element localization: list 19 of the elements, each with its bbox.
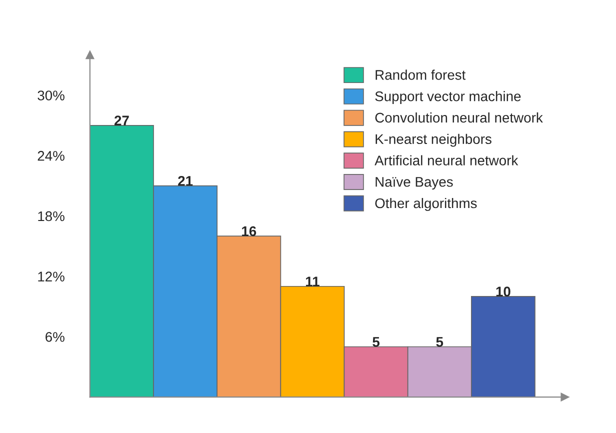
data-label: 16 <box>242 226 256 236</box>
legend-label: Other algorithms <box>375 198 477 211</box>
legend-label: Random forest <box>376 70 466 80</box>
legend-label: K-nearst neighbors <box>376 134 492 147</box>
legend-label: Artificial neural network <box>374 155 518 166</box>
y-tick-label: 6% <box>46 332 64 342</box>
data-label: 5 <box>436 337 444 347</box>
y-tick-label: 18% <box>38 211 64 222</box>
y-tick-label: 24% <box>38 150 64 161</box>
data-label: 27 <box>114 116 129 126</box>
legend-label: Convolution neural network <box>375 112 543 123</box>
legend-label: Support vector machine <box>375 91 521 104</box>
data-label: 11 <box>306 276 320 286</box>
data-label: 21 <box>178 176 193 186</box>
data-label: 5 <box>372 337 380 347</box>
data-label: 10 <box>496 286 510 296</box>
legend-label: Naïve Bayes <box>376 177 453 190</box>
y-tick-label: 12% <box>38 272 64 282</box>
y-tick-label: 30% <box>38 90 64 100</box>
